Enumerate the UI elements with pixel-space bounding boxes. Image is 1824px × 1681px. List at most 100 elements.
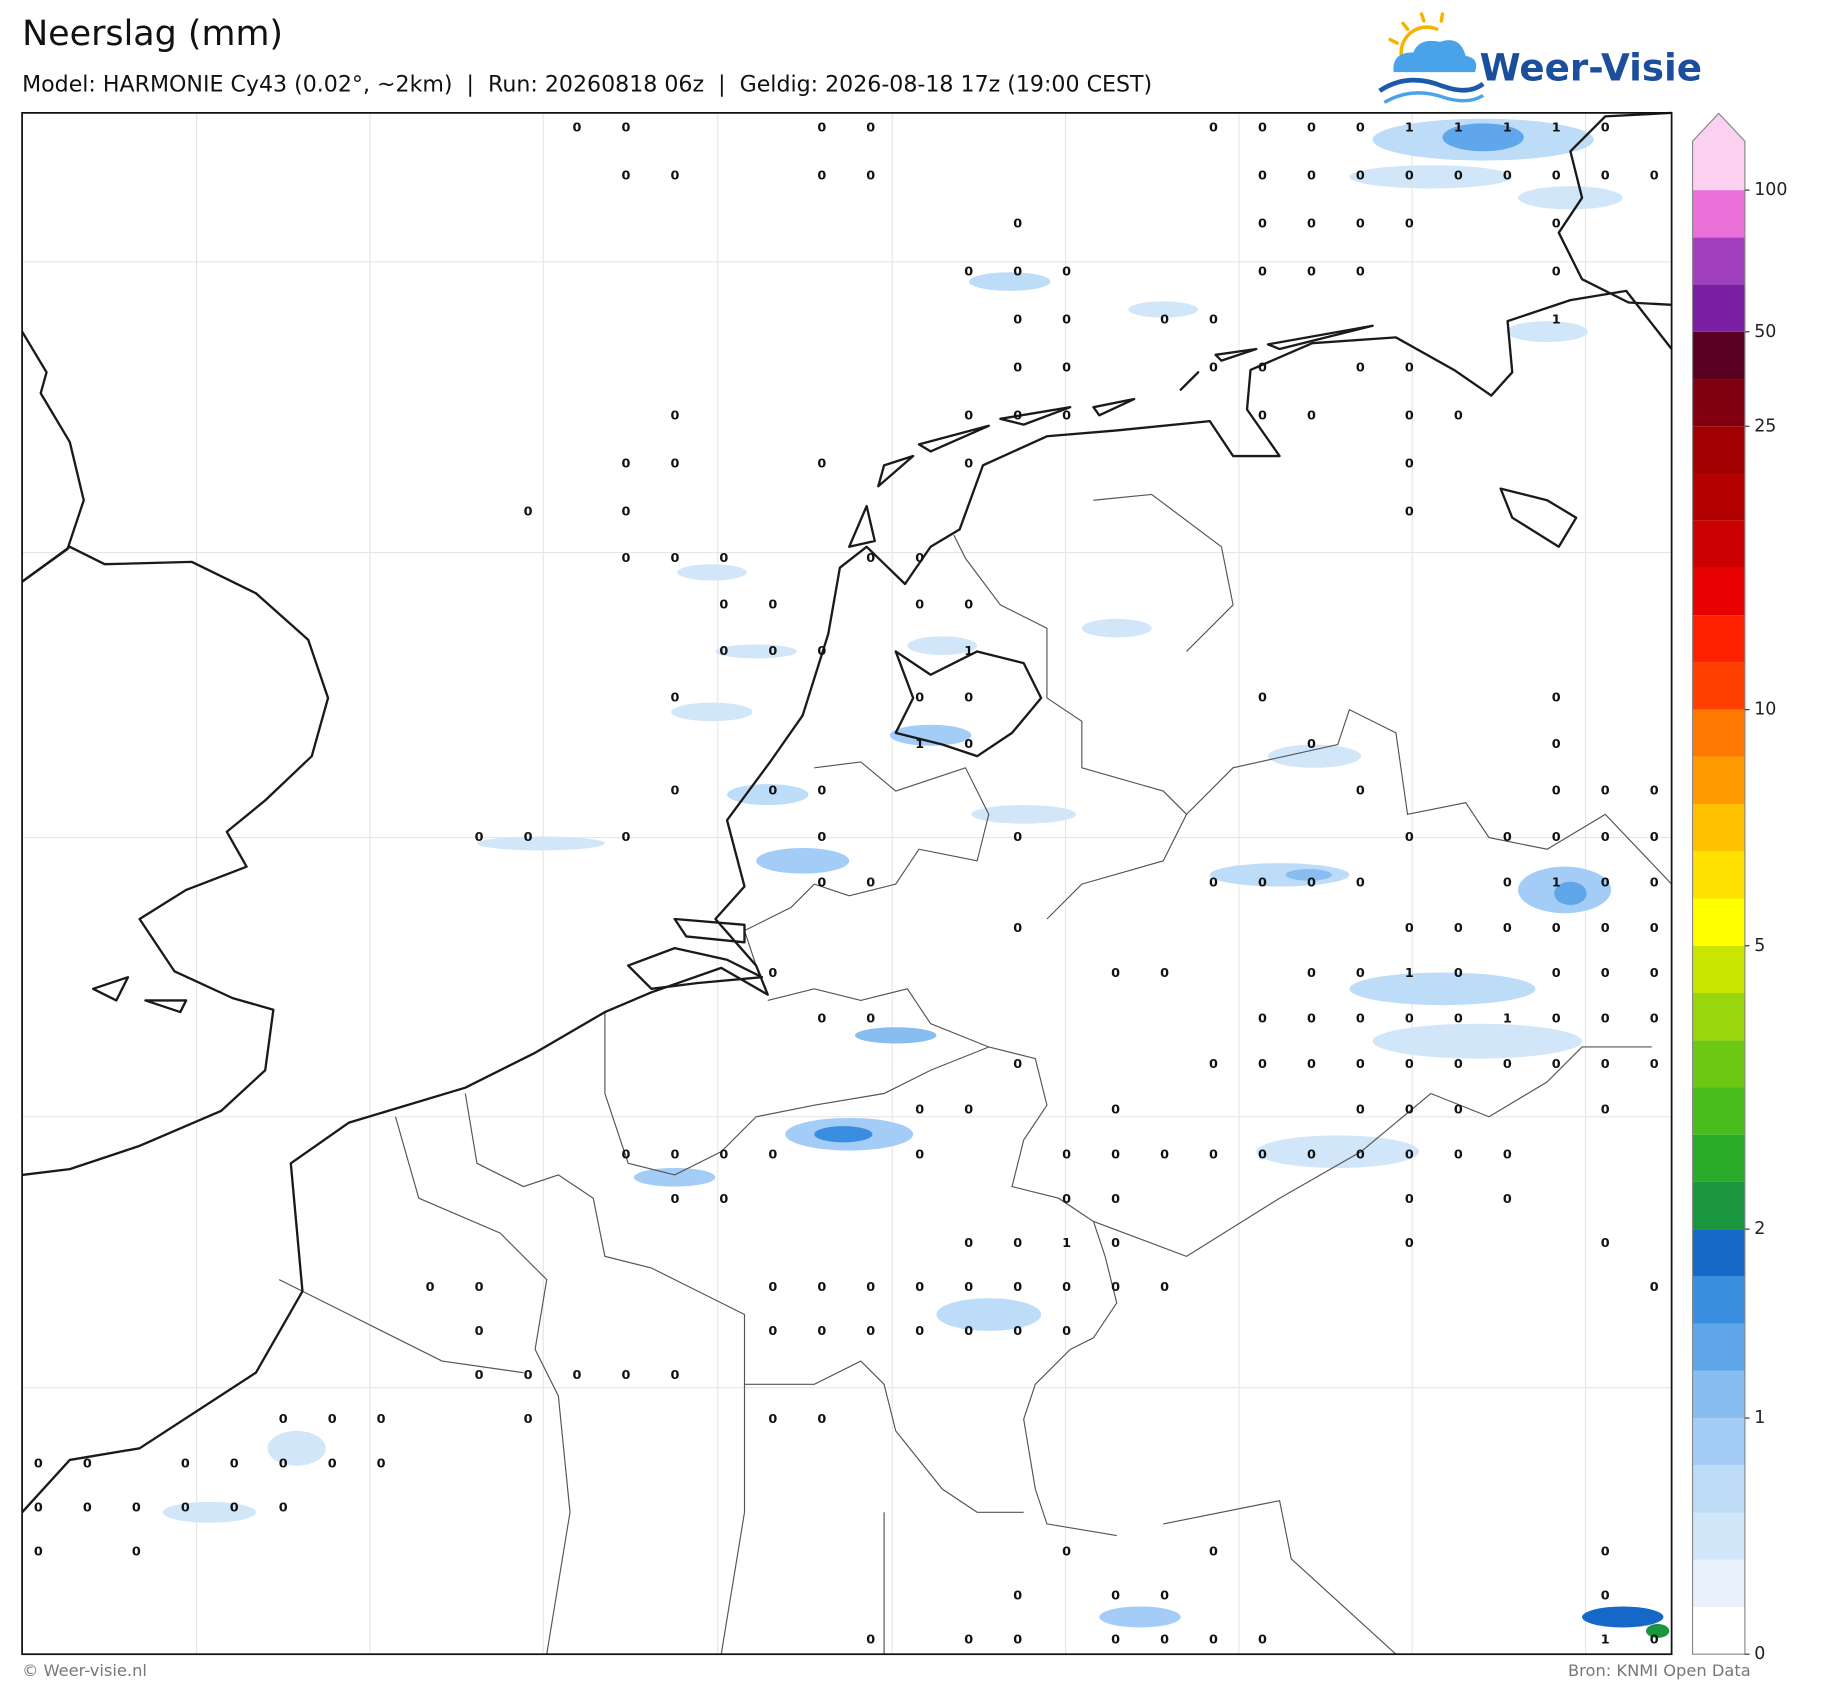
station-value: 0 <box>964 1102 973 1117</box>
station-value: 0 <box>1552 830 1561 845</box>
station-value: 0 <box>328 1456 337 1471</box>
station-value: 0 <box>279 1500 288 1515</box>
station-value: 0 <box>1258 216 1267 231</box>
station-value: 0 <box>1209 1148 1218 1163</box>
station-value: 0 <box>1062 408 1071 423</box>
logo: Weer-Visie <box>1378 12 1702 104</box>
station-value: 0 <box>1454 921 1463 936</box>
colorbar-tick-label: 1 <box>1754 1408 1765 1428</box>
station-value: 0 <box>1307 264 1316 279</box>
station-value: 0 <box>1307 1148 1316 1163</box>
station-value: 1 <box>1503 1012 1512 1027</box>
station-value: 0 <box>230 1500 239 1515</box>
station-value: 0 <box>1405 1057 1414 1072</box>
station-value: 0 <box>1601 1012 1610 1027</box>
station-value: 0 <box>1552 216 1561 231</box>
station-value: 0 <box>1650 784 1659 799</box>
station-value: 0 <box>964 1280 973 1295</box>
station-value: 0 <box>1160 312 1169 327</box>
station-value: 0 <box>279 1412 288 1427</box>
station-value: 0 <box>621 121 630 136</box>
colorbar-band <box>1692 615 1745 663</box>
station-value: 0 <box>1258 1633 1267 1648</box>
station-value: 0 <box>524 504 533 519</box>
station-value: 0 <box>1062 1324 1071 1339</box>
station-value: 0 <box>915 1324 924 1339</box>
station-value: 0 <box>1552 737 1561 752</box>
station-value: 0 <box>1209 875 1218 890</box>
station-value: 0 <box>1601 1102 1610 1117</box>
station-value: 0 <box>132 1545 141 1560</box>
station-value: 0 <box>1356 168 1365 183</box>
colorbar-tick-label: 50 <box>1754 322 1776 342</box>
station-value: 0 <box>670 551 679 566</box>
station-value: 0 <box>768 644 777 659</box>
station-value: 0 <box>1307 737 1316 752</box>
station-value: 0 <box>1454 408 1463 423</box>
colorbar-tick-label: 10 <box>1754 700 1776 720</box>
station-value: 0 <box>1013 408 1022 423</box>
station-value: 0 <box>573 1368 582 1383</box>
station-value: 0 <box>817 830 826 845</box>
station-value: 0 <box>1356 264 1365 279</box>
station-value: 0 <box>1601 1589 1610 1604</box>
station-value: 1 <box>1405 966 1414 981</box>
station-value: 0 <box>1650 1280 1659 1295</box>
colorbar-band <box>1692 898 1745 946</box>
station-value: 0 <box>964 1633 973 1648</box>
station-value: 0 <box>1062 1148 1071 1163</box>
colorbar-band <box>1692 567 1745 616</box>
station-value: 0 <box>621 168 630 183</box>
station-value: 1 <box>1552 121 1561 136</box>
station-value: 0 <box>621 504 630 519</box>
station-value: 0 <box>1209 1633 1218 1648</box>
colorbar-band <box>1692 851 1745 899</box>
station-value: 0 <box>964 597 973 612</box>
station-value: 0 <box>83 1456 92 1471</box>
station-value: 0 <box>915 597 924 612</box>
coastline <box>21 111 1673 1514</box>
station-value: 0 <box>817 784 826 799</box>
station-value: 0 <box>1405 1236 1414 1251</box>
station-value: 0 <box>670 1192 679 1207</box>
station-value: 0 <box>1209 1545 1218 1560</box>
station-value: 0 <box>768 1324 777 1339</box>
station-value: 0 <box>915 551 924 566</box>
station-value: 0 <box>524 1368 533 1383</box>
station-value: 0 <box>1650 1012 1659 1027</box>
station-value: 0 <box>1160 1633 1169 1648</box>
station-value: 1 <box>915 737 924 752</box>
station-value: 0 <box>1552 966 1561 981</box>
station-value: 0 <box>1601 1545 1610 1560</box>
colorbar-band <box>1692 520 1745 568</box>
station-value: 0 <box>1160 1589 1169 1604</box>
colorbar-tick-label: 5 <box>1754 936 1765 956</box>
station-value: 0 <box>670 691 679 706</box>
station-value: 0 <box>1111 1236 1120 1251</box>
colorbar-band <box>1692 709 1745 757</box>
station-value: 0 <box>1405 168 1414 183</box>
station-value: 0 <box>1258 1012 1267 1027</box>
title: Neerslag (mm) <box>22 14 283 54</box>
station-value: 0 <box>573 121 582 136</box>
station-value: 0 <box>1405 1012 1414 1027</box>
station-value: 0 <box>1258 121 1267 136</box>
station-value: 0 <box>132 1500 141 1515</box>
station-value: 0 <box>1013 1324 1022 1339</box>
station-value: 1 <box>1062 1236 1071 1251</box>
station-value: 0 <box>1552 784 1561 799</box>
source: Bron: KNMI Open Data <box>1568 1661 1751 1680</box>
station-value: 0 <box>817 1412 826 1427</box>
station-value: 0 <box>768 1412 777 1427</box>
station-value: 0 <box>1258 168 1267 183</box>
colorbar-tick-label: 25 <box>1754 416 1776 436</box>
colorbar-tick-label: 100 <box>1754 180 1787 200</box>
station-value: 1 <box>1552 875 1561 890</box>
station-value: 0 <box>1601 1057 1610 1072</box>
station-value: 0 <box>1111 1148 1120 1163</box>
station-value: 0 <box>1356 216 1365 231</box>
map-area: 0 0 0 0 0 0 0 0 1 1 1 1 0 0 0 0 0 0 0 0 0 0 0 0 0 0 0 0 0 0 0 0 0 0 0 0 0 0 0 0… <box>21 111 1673 1656</box>
station-value: 0 <box>1013 921 1022 936</box>
station-value: 0 <box>34 1545 43 1560</box>
colorbar-extend <box>1692 113 1745 191</box>
